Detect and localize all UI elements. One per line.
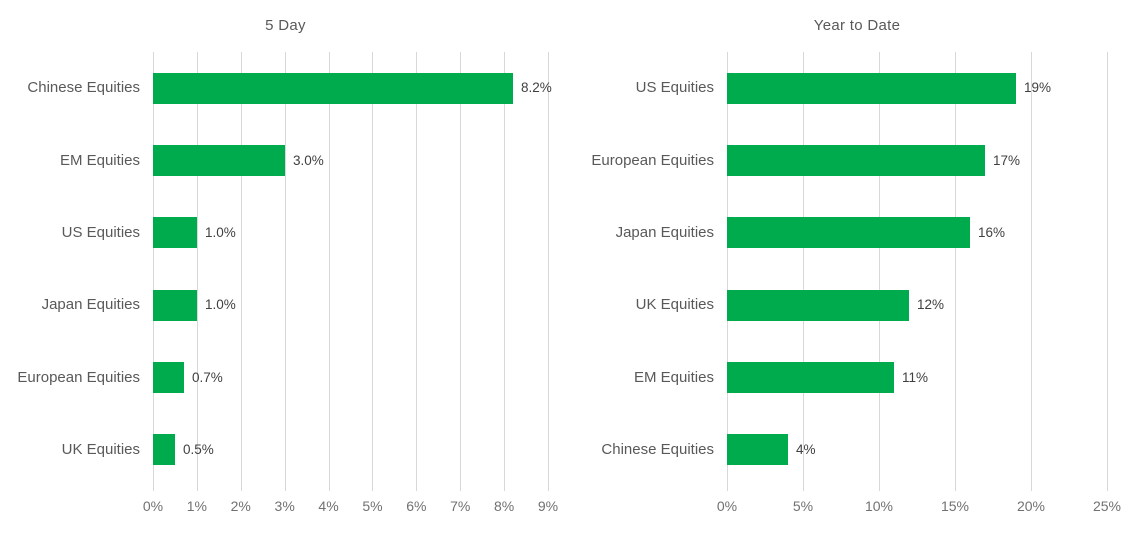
category-label: European Equities [591,151,714,169]
value-label: 1.0% [205,297,236,313]
bar [153,362,184,393]
bar [153,289,197,321]
category-label: UK Equities [61,440,140,458]
year-to-date-chart-title: Year to Date [813,17,901,34]
gridline [727,52,728,491]
gridline [803,52,804,491]
x-tick-label: 3% [274,498,295,514]
x-tick-label: 5% [792,498,814,514]
year-to-date-chart: Year to Date 0% 5% 10% 15% 20% 25% US Equities… [571,0,1143,535]
value-label: 3.0% [293,152,324,168]
bar [727,362,894,393]
x-tick-label: 15% [940,498,970,514]
gridline [328,52,330,491]
value-label: 4% [796,441,816,457]
bar [727,217,970,249]
bar [153,434,175,466]
value-label: 0.7% [192,369,223,385]
value-label: 8.2% [521,80,552,96]
category-label: European Equities [17,368,140,386]
x-tick-label: 6% [406,498,427,514]
x-tick-label: 20% [1016,498,1046,514]
x-tick-label: 2% [230,498,251,514]
value-label: 19% [1024,80,1052,96]
bar [153,145,285,176]
x-tick-label: 5% [362,498,383,514]
bar [727,289,909,321]
category-label: UK Equities [635,296,714,314]
bar [153,72,513,104]
x-tick-label: 0% [716,498,738,514]
value-label: 17% [993,152,1021,168]
value-label: 12% [917,297,945,313]
gridline [153,52,154,491]
gridline [548,52,549,491]
category-label: EM Equities [633,368,714,386]
gridline [1107,52,1108,491]
bar [727,434,788,466]
gridline [460,52,462,491]
bar [727,72,1016,104]
gridline [240,52,242,491]
x-tick-label: 0% [142,498,164,514]
bar [727,145,985,176]
gridline [504,52,506,491]
value-label: 0.5% [183,441,214,457]
five-day-chart-title: 5 Day [265,17,306,34]
value-label: 1.0% [205,224,236,240]
gridline [372,52,374,491]
category-label: EM Equities [59,151,140,169]
value-label: 11% [902,369,929,385]
gridline [196,52,198,491]
category-label: Japan Equities [41,296,140,314]
gridline [879,52,880,491]
x-tick-label: 4% [318,498,339,514]
category-label: Chinese Equities [27,79,140,97]
category-label: Japan Equities [615,223,714,241]
x-tick-label: 25% [1092,498,1122,514]
bar [153,217,197,249]
five-day-chart: 5 Day 0% 1% 2% 3% 4% 5% 6% 7% 8% 9% Chinese Equiti… [0,0,571,535]
x-tick-label: 10% [864,498,894,514]
gridline [1031,52,1032,491]
x-tick-label: 7% [450,498,471,514]
gridline [284,52,286,491]
gridline [955,52,956,491]
gridline [416,52,418,491]
x-tick-label: 8% [493,498,515,514]
category-label: US Equities [61,223,140,241]
category-label: Chinese Equities [601,440,714,458]
value-label: 16% [978,224,1006,240]
x-tick-label: 1% [186,498,207,514]
category-label: US Equities [635,79,714,97]
x-tick-label: 9% [537,498,559,514]
